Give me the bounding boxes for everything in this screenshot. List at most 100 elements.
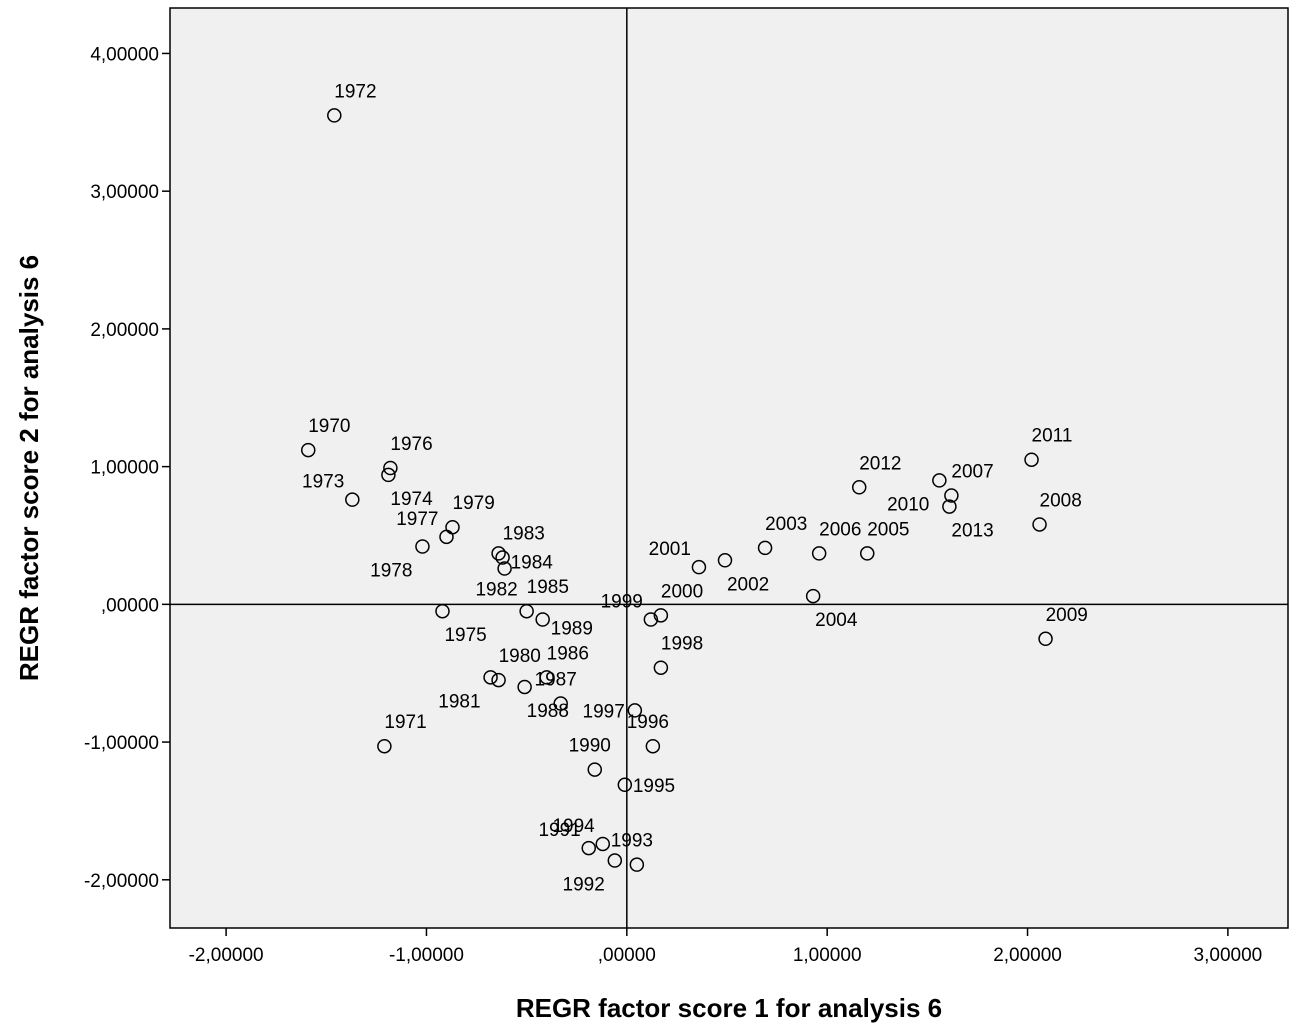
point-label: 1970: [308, 416, 350, 437]
point-label: 1989: [551, 618, 593, 639]
x-axis-title: REGR factor score 1 for analysis 6: [516, 993, 942, 1023]
data-point: [491, 546, 506, 561]
data-point: [1038, 631, 1053, 647]
point-label: 1971: [384, 712, 426, 733]
data-point: [944, 488, 959, 503]
point-label: 2004: [815, 610, 858, 631]
data-point: [497, 561, 512, 576]
data-point: [643, 612, 659, 627]
y-tick-label: -1,00000: [84, 733, 159, 754]
point-label: 1977: [396, 509, 438, 530]
point-label: 2010: [887, 494, 929, 515]
y-tick-label: ,00000: [101, 595, 159, 616]
data-point: [517, 679, 532, 695]
point-label: 1996: [627, 712, 669, 733]
data-point: [859, 546, 875, 561]
point-label: 1990: [569, 736, 611, 757]
point-label: 1983: [503, 524, 545, 545]
x-tick-label: -2,00000: [189, 945, 264, 966]
point-label: 2007: [951, 462, 993, 483]
data-point: [587, 762, 603, 777]
y-tick-label: 2,00000: [90, 320, 159, 341]
point-label: 1985: [527, 577, 569, 598]
data-point: [627, 703, 643, 718]
y-tick-label: 4,00000: [90, 44, 159, 65]
point-label: 2006: [819, 519, 861, 540]
data-points: [300, 108, 1053, 872]
x-tick-label: 3,00000: [1194, 945, 1263, 966]
data-point: [617, 777, 633, 793]
data-point: [607, 853, 623, 868]
data-point: [717, 553, 733, 568]
data-point: [595, 836, 611, 852]
point-label: 2009: [1046, 605, 1088, 626]
point-label: 1984: [511, 553, 554, 574]
x-tick-label: -1,00000: [389, 945, 464, 966]
data-point: [942, 499, 957, 514]
x-tick-label: ,00000: [598, 945, 656, 966]
point-label: 1999: [601, 591, 643, 612]
y-axis: -2,00000 -1,00000 ,00000 1,00000 2,00000 3,00…: [84, 44, 170, 892]
data-point: [435, 603, 450, 619]
data-point: [539, 670, 554, 685]
point-label: 2000: [661, 581, 703, 602]
y-tick-label: 3,00000: [90, 182, 159, 203]
point-label: 1973: [302, 472, 344, 493]
data-point: [381, 467, 396, 483]
point-label: 1986: [547, 643, 589, 664]
x-axis: -2,00000 -1,00000 ,00000 1,00000 2,00000 3,00…: [189, 928, 1263, 966]
point-label: 1998: [661, 634, 703, 655]
point-label: 1981: [438, 691, 480, 712]
data-point: [811, 546, 827, 561]
point-label: 1991: [538, 820, 580, 841]
data-point: [581, 840, 596, 856]
data-point: [327, 108, 342, 123]
data-point: [691, 559, 707, 575]
data-point: [932, 473, 947, 488]
data-point: [653, 608, 669, 623]
point-label: 1988: [527, 701, 569, 722]
point-label: 2002: [727, 574, 769, 595]
point-label: 1980: [499, 646, 541, 667]
y-axis-title: REGR factor score 2 for analysis 6: [14, 255, 44, 681]
data-point: [300, 442, 316, 458]
data-point: [415, 539, 430, 554]
plot-area: [169, 7, 1289, 929]
data-point: [805, 588, 821, 604]
point-label: 2012: [859, 453, 901, 474]
point-label: 1974: [390, 489, 433, 510]
point-label: 2001: [649, 539, 691, 560]
point-label: 2005: [867, 519, 909, 540]
point-label: 2008: [1040, 490, 1082, 511]
point-label: 1978: [370, 561, 412, 582]
point-label: 1995: [633, 776, 675, 797]
point-label: 1982: [475, 579, 517, 600]
point-label: 1972: [334, 81, 376, 102]
data-point: [1024, 452, 1039, 467]
point-label: 1992: [563, 875, 605, 896]
point-label: 1993: [611, 831, 653, 852]
y-tick-label: -2,00000: [84, 871, 159, 892]
data-point: [345, 492, 360, 507]
data-point: [377, 738, 392, 754]
data-point: [653, 660, 669, 675]
data-point: [383, 460, 398, 476]
data-point: [757, 540, 773, 556]
data-point: [645, 738, 661, 754]
point-label: 1994: [552, 816, 595, 837]
point-label: 2011: [1032, 426, 1073, 447]
y-tick-label: 1,00000: [90, 458, 159, 479]
x-tick-label: 1,00000: [793, 945, 862, 966]
point-label: 1975: [444, 625, 486, 646]
data-point: [1032, 517, 1047, 532]
data-point: [495, 550, 510, 565]
data-point: [629, 857, 645, 872]
data-point: [553, 696, 568, 711]
point-labels: 1970 1971 1972 1973 1974 1975 1976 1977 1978 1979…: [302, 81, 1088, 895]
data-point: [445, 519, 460, 535]
x-tick-label: 2,00000: [993, 945, 1062, 966]
point-label: 1976: [390, 434, 432, 455]
reference-lines: [170, 8, 1288, 928]
point-label: 1979: [453, 493, 495, 514]
